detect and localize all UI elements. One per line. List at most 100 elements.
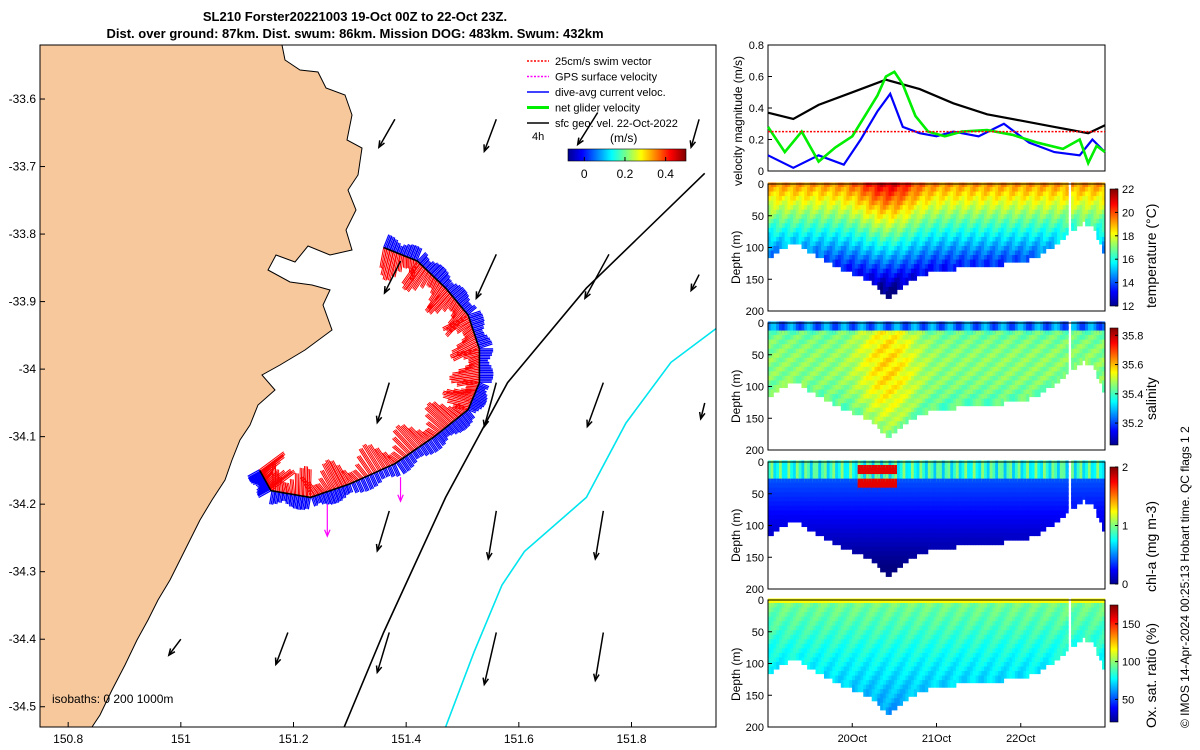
section-cell <box>947 191 951 200</box>
swim-vector <box>391 452 402 460</box>
section-cell <box>857 259 861 268</box>
section-cell <box>964 182 968 191</box>
current-vector <box>475 391 487 398</box>
section-cell <box>905 191 909 200</box>
section-cell <box>1048 223 1052 231</box>
section-cell <box>812 335 816 343</box>
section-cell <box>838 380 842 389</box>
section-cell <box>826 321 830 330</box>
section-cell <box>880 223 884 231</box>
section-cell <box>998 223 1002 231</box>
section-cell <box>804 353 808 361</box>
section-cell <box>902 182 906 191</box>
section-cell <box>812 353 816 361</box>
section-cell <box>849 205 853 213</box>
current-vector <box>436 270 447 281</box>
section-cell <box>961 187 965 195</box>
section-cell <box>978 223 982 231</box>
current-vector <box>316 495 321 504</box>
section-cell <box>826 196 830 204</box>
swim-vector <box>434 293 451 312</box>
section-cell <box>801 375 805 384</box>
current-vector <box>338 487 344 499</box>
section-cell <box>1045 182 1050 191</box>
section-cell <box>823 187 828 195</box>
section-cell <box>773 182 777 191</box>
swim-vector <box>409 427 426 444</box>
section-cell <box>840 241 845 250</box>
swim-vector <box>450 343 478 358</box>
current-vector <box>471 322 485 328</box>
section-cell <box>823 223 828 231</box>
section-cell <box>781 209 786 218</box>
section-cell <box>944 250 948 259</box>
section-cell <box>1009 250 1013 259</box>
section-cell <box>1031 196 1035 204</box>
swim-vector <box>429 291 450 314</box>
section-cell <box>849 344 853 352</box>
section-cell <box>1003 218 1007 227</box>
section-cell <box>829 236 833 245</box>
section-cell <box>1000 259 1005 268</box>
section-cell <box>849 187 853 195</box>
section-cell <box>913 241 918 250</box>
swim-vector <box>303 465 306 497</box>
section-cell <box>790 227 794 236</box>
section-cell <box>888 182 892 191</box>
geo-arrow-head <box>375 415 383 425</box>
section-cell <box>933 223 937 231</box>
section-cell <box>1048 196 1052 204</box>
section-cell <box>818 191 822 200</box>
section-cell <box>804 321 808 330</box>
section-cell <box>770 339 774 348</box>
section-cell <box>821 245 825 254</box>
section-cell <box>1003 182 1007 191</box>
swim-vector <box>324 462 339 489</box>
section-cell <box>832 339 836 348</box>
section-cell <box>1020 250 1024 259</box>
section-cell <box>826 353 830 361</box>
section-cell <box>902 268 906 277</box>
current-vector <box>455 290 467 301</box>
section-cell <box>970 214 974 222</box>
section-cell <box>888 264 892 272</box>
section-cell <box>877 241 881 250</box>
section-cell <box>874 264 878 272</box>
section-cell <box>812 232 816 240</box>
section-cell <box>807 191 811 200</box>
section-cell <box>854 200 859 209</box>
section-cell <box>891 273 895 281</box>
section-cell <box>832 187 836 195</box>
section-cell <box>992 232 996 240</box>
swim-vector <box>413 269 428 291</box>
section-cell <box>798 357 802 366</box>
section-cell <box>1003 394 1007 402</box>
section-cell <box>1054 218 1058 227</box>
section-cell <box>896 218 901 227</box>
section-cell <box>967 241 971 250</box>
current-vector <box>440 430 449 441</box>
section-cell <box>793 362 797 370</box>
section-cell <box>854 191 859 200</box>
current-vector <box>428 262 438 273</box>
section-cell <box>795 371 800 379</box>
section-cell <box>846 353 850 361</box>
section-cell <box>967 187 971 195</box>
section-cell <box>826 344 830 352</box>
section-cell <box>1026 250 1030 259</box>
section-cell <box>868 187 873 195</box>
section-cell <box>1082 214 1086 222</box>
section-cell <box>868 191 873 200</box>
current-vector <box>441 275 451 286</box>
section-cell <box>1099 196 1103 204</box>
swim-vector <box>455 405 467 412</box>
swim-vector <box>453 407 464 414</box>
section-cell <box>779 205 783 213</box>
section-cell <box>795 330 800 339</box>
section-cell <box>905 232 909 240</box>
section-cell <box>913 227 918 236</box>
section-cell <box>888 200 892 209</box>
section-cell <box>888 268 892 277</box>
section-cell <box>911 200 915 209</box>
current-vector <box>257 484 269 492</box>
